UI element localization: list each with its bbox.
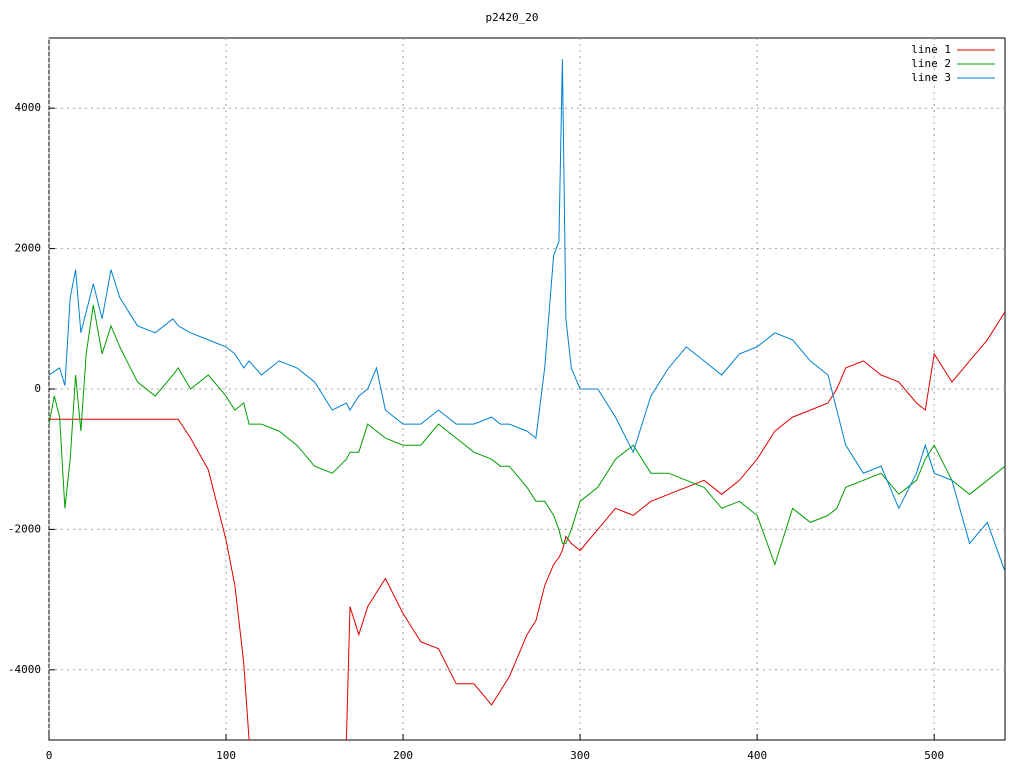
legend-label: line 1 [911,43,951,56]
legend-label: line 3 [911,71,951,84]
y-tick-label: 4000 [15,101,42,114]
x-tick-label: 0 [46,749,53,762]
y-tick-label: 0 [34,382,41,395]
x-tick-label: 100 [216,749,236,762]
data-line [49,304,1005,567]
chart-title: p2420_20 [486,11,539,24]
x-tick-label: 200 [393,749,413,762]
x-tick-label: 500 [924,749,944,762]
data-line [49,59,1005,572]
y-tick-label: -2000 [8,522,41,535]
x-tick-label: 400 [747,749,767,762]
data-line [49,311,1005,740]
y-tick-label: -4000 [8,663,41,676]
x-tick-label: 300 [570,749,590,762]
y-tick-label: 2000 [15,242,42,255]
legend-label: line 2 [911,57,951,70]
